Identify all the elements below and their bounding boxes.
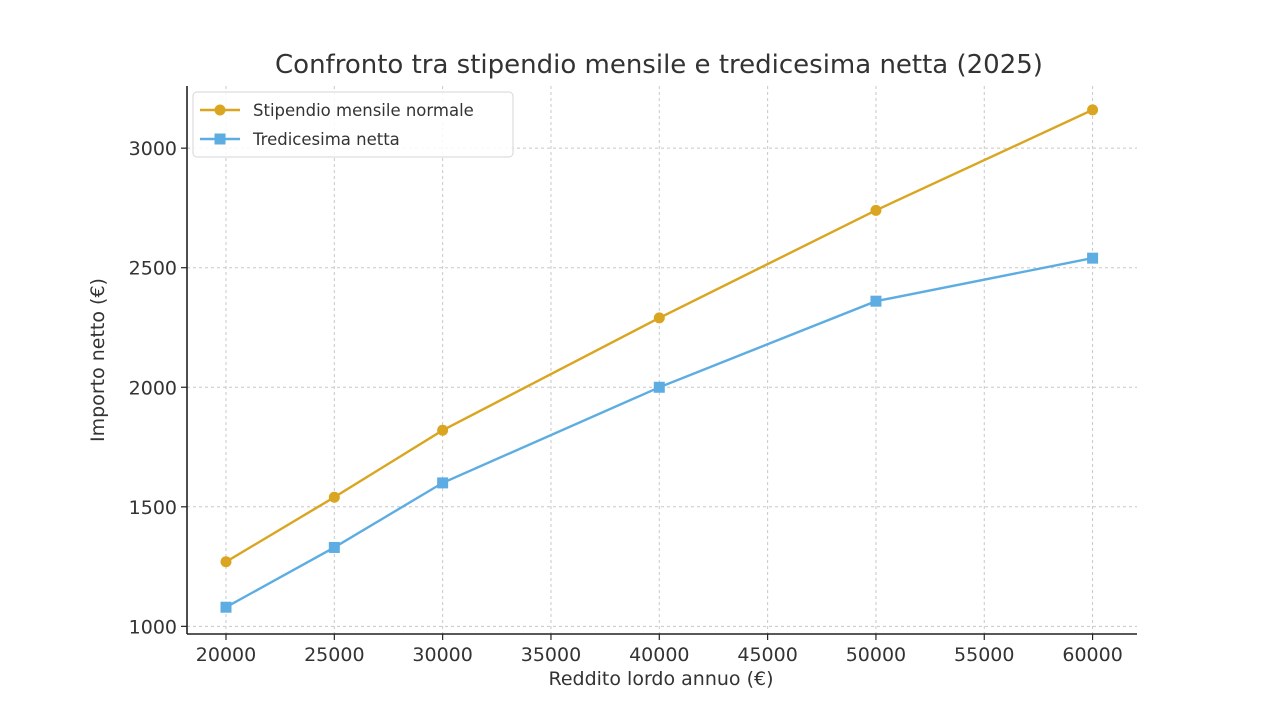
data-point-marker [328, 541, 340, 553]
legend-label: Stipendio mensile normale [253, 101, 474, 120]
chart-title: Confronto tra stipendio mensile e tredic… [275, 50, 1043, 80]
data-point-marker [437, 477, 449, 489]
data-point-marker [870, 295, 882, 307]
data-point-marker [220, 601, 232, 613]
y-tick-label: 2000 [129, 377, 177, 399]
legend-box [192, 91, 514, 158]
series-tredicesima [220, 252, 1099, 613]
data-point-marker [1087, 252, 1099, 264]
x-tick-label: 20000 [196, 644, 256, 666]
y-tick-label: 3000 [129, 138, 177, 160]
legend: Stipendio mensile normale Tredicesima net… [192, 91, 514, 158]
data-point-marker [220, 556, 232, 568]
x-tick-label: 50000 [846, 644, 906, 666]
data-point-marker [328, 491, 340, 503]
data-point-marker [653, 381, 665, 393]
y-tick-label: 1000 [129, 616, 177, 638]
legend-label: Tredicesima netta [252, 130, 400, 149]
x-tick-label: 25000 [304, 644, 364, 666]
series-line [225, 108, 1094, 563]
y-axis-label: Importo netto (€) [87, 278, 109, 442]
x-tick-label: 40000 [629, 644, 689, 666]
x-tick-label: 60000 [1062, 644, 1122, 666]
axes: 20000 25000 30000 35000 40000 45000 50000 55000… [129, 86, 1137, 666]
x-tick-label: 45000 [737, 644, 797, 666]
y-tick-label: 2500 [129, 258, 177, 280]
data-point-marker [1087, 104, 1099, 116]
data-point-marker [653, 312, 665, 324]
legend-item: Stipendio mensile normale [200, 101, 474, 120]
data-point-marker [437, 424, 449, 436]
legend-marker-icon [214, 133, 226, 145]
series-line [225, 256, 1093, 609]
legend-item: Tredicesima netta [200, 130, 400, 149]
data-point-marker [870, 204, 882, 216]
x-tick-label: 30000 [412, 644, 472, 666]
x-axis-label: Reddito lordo annuo (€) [548, 668, 773, 690]
x-tick-label: 35000 [521, 644, 581, 666]
legend-marker-icon [214, 104, 226, 116]
series-stipendio [220, 104, 1099, 568]
y-tick-label: 1500 [129, 497, 177, 519]
data-series [220, 104, 1099, 613]
x-tick-label: 55000 [954, 644, 1014, 666]
